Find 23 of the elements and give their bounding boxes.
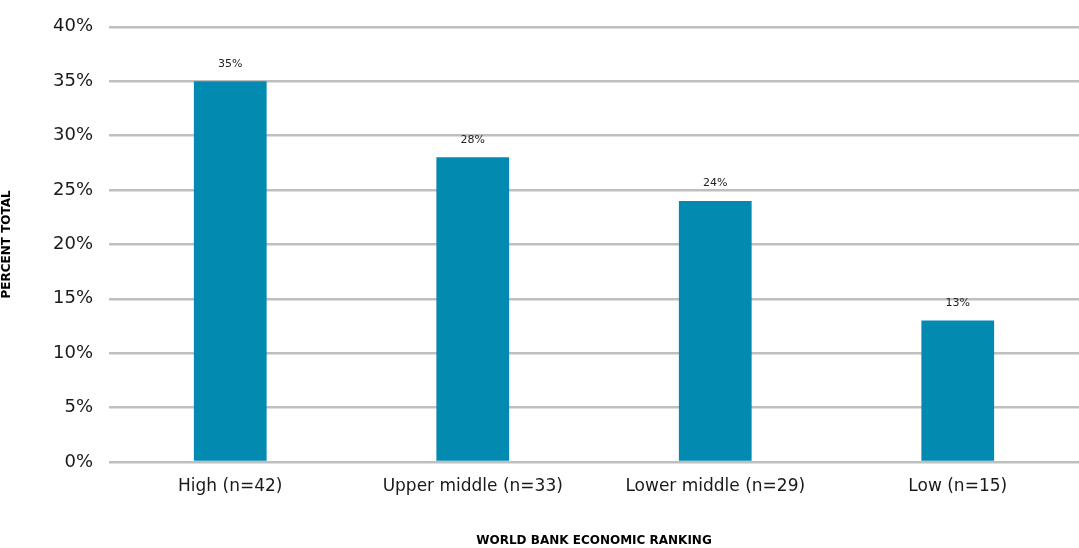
bar bbox=[678, 200, 752, 461]
bar bbox=[436, 157, 510, 461]
y-tick-label: 30% bbox=[52, 123, 93, 145]
y-tick-label: 10% bbox=[52, 340, 93, 362]
data-label: 28% bbox=[460, 132, 485, 146]
y-axis-title: PERCENT TOTAL bbox=[0, 189, 14, 299]
x-tick-label: Low (n=15) bbox=[908, 474, 1008, 495]
data-label: 24% bbox=[703, 176, 728, 190]
x-axis-title: WORLD BANK ECONOMIC RANKING bbox=[476, 532, 712, 547]
data-label: 13% bbox=[945, 295, 970, 309]
y-tick-label: 25% bbox=[52, 177, 93, 199]
x-tick-label: High (n=42) bbox=[178, 474, 283, 495]
x-tick-label: Upper middle (n=33) bbox=[382, 474, 563, 495]
y-tick-label: 0% bbox=[64, 449, 93, 471]
data-label: 35% bbox=[218, 56, 243, 70]
y-tick-label: 15% bbox=[52, 286, 93, 308]
y-tick-label: 40% bbox=[52, 14, 93, 36]
y-tick-label: 35% bbox=[52, 68, 93, 90]
x-tick-label: Lower middle (n=29) bbox=[625, 474, 806, 495]
y-tick-label: 5% bbox=[64, 395, 93, 417]
bar bbox=[193, 81, 267, 461]
y-tick-label: 20% bbox=[52, 232, 93, 254]
bar bbox=[921, 320, 995, 461]
